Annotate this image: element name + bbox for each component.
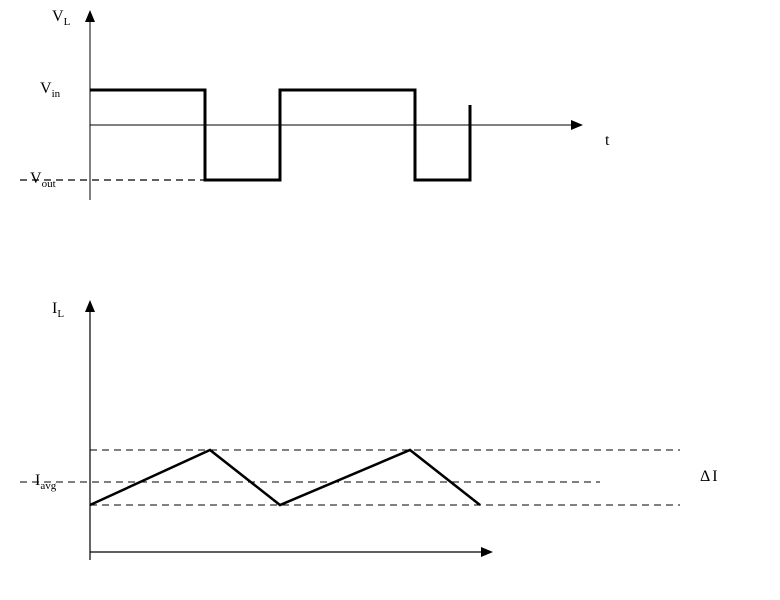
iavg-tick-label: Iavg <box>35 472 56 492</box>
delta-i-text: ΔI <box>700 468 720 485</box>
current-chart-svg <box>0 0 780 600</box>
current-waveform <box>90 450 480 505</box>
il-x-axis-arrow <box>481 547 493 557</box>
il-y-axis-arrow <box>85 300 95 312</box>
current-waveform-chart: IL Iavg ΔI <box>0 0 780 600</box>
iavg-sub: avg <box>40 480 56 492</box>
il-label-sub: L <box>57 308 64 320</box>
delta-i-label: ΔI <box>700 468 720 486</box>
il-y-axis-label: IL <box>52 300 64 320</box>
